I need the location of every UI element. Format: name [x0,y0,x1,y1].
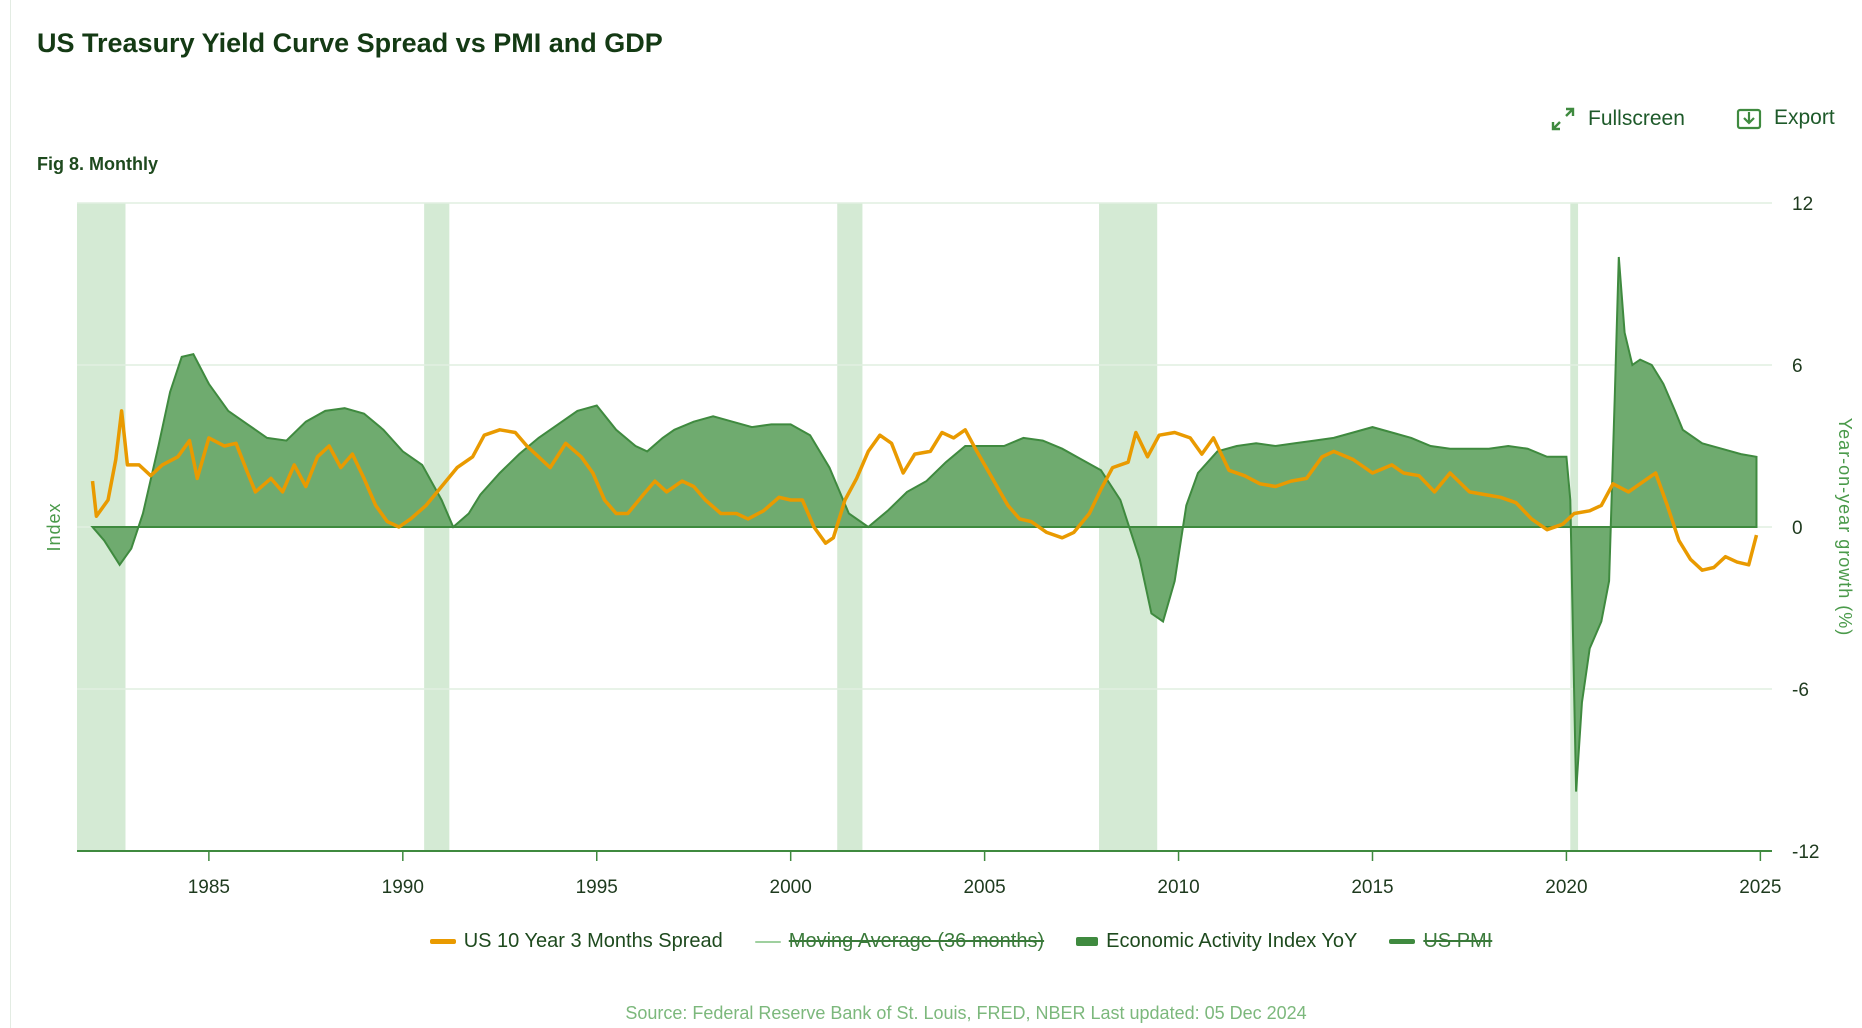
figure-subtitle: Fig 8. Monthly [37,154,158,174]
source-note: Source: Federal Reserve Bank of St. Loui… [625,1003,1307,1023]
legend-label: US PMI [1423,930,1493,952]
left-axis-label: Index [44,502,64,551]
legend-swatch [1389,939,1416,944]
x-tick-label: 1990 [382,877,424,898]
economic-activity-area [90,256,1758,792]
legend-item[interactable]: Moving Average (36 months) [754,930,1045,953]
legend-label: Moving Average (36 months) [788,930,1045,952]
legend-swatch [754,940,781,943]
right-axis-label: Year-on-year growth (%) [1835,418,1855,636]
y-tick-label: 6 [1792,356,1803,377]
x-tick-label: 1995 [576,877,618,898]
page-border [10,0,11,1028]
fullscreen-button[interactable]: Fullscreen [1550,106,1685,132]
expand-arrows-icon [1551,107,1575,131]
spread-line [90,409,1759,572]
x-tick-label: 2010 [1157,877,1199,898]
x-tick-label: 2015 [1351,877,1393,898]
chart-legend: US 10 Year 3 Months Spread Moving Average… [0,930,1862,953]
legend-item[interactable]: Economic Activity Index YoY [1076,930,1357,953]
fullscreen-label: Fullscreen [1588,107,1685,130]
y-tick-label: 0 [1792,518,1803,539]
y-tick-label: 12 [1792,194,1813,215]
legend-item[interactable]: US PMI [1389,930,1492,953]
y-tick-label: -12 [1792,842,1819,863]
x-tick-label: 1985 [188,877,230,898]
legend-item[interactable]: US 10 Year 3 Months Spread [429,930,723,953]
x-tick-label: 2005 [963,877,1005,898]
x-tick-label: 2020 [1545,877,1587,898]
legend-label: Economic Activity Index YoY [1106,930,1358,952]
x-tick-label: 2000 [770,877,812,898]
download-tray-icon [1736,108,1762,130]
y-tick-label: -6 [1792,680,1809,701]
x-tick-label: 2025 [1739,877,1781,898]
page-title: US Treasury Yield Curve Spread vs PMI an… [37,28,663,58]
export-label: Export [1774,106,1835,129]
legend-label: US 10 Year 3 Months Spread [463,930,723,952]
legend-swatch [1076,937,1099,946]
export-button[interactable]: Export [1736,106,1835,130]
legend-swatch [429,939,456,944]
